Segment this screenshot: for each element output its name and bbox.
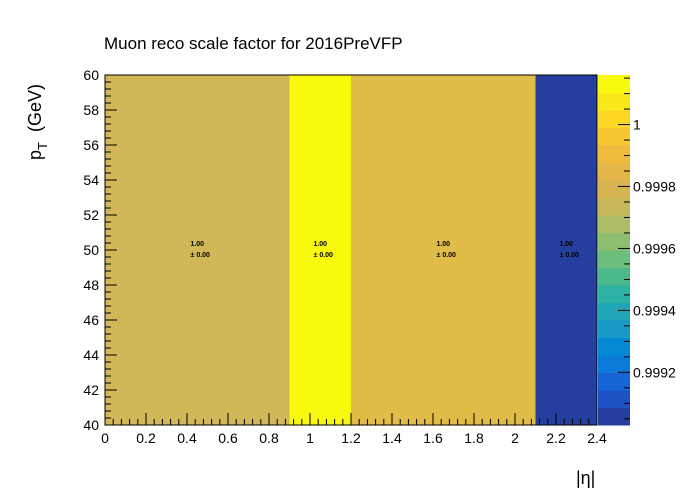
colorbar-segment [598,302,630,321]
colorbar-tick-label: 0.9994 [633,302,676,318]
x-tick-label: 2.4 [587,430,607,446]
heatmap-cell-2 [351,75,536,425]
svg-text:pT(GeV): pT (GeV) [25,84,50,160]
cell-value-label-2: 1.00 [436,241,450,248]
heatmap-cell-3 [535,75,597,425]
x-tick-label: 1.6 [423,430,443,446]
cell-value-label-0: 1.00 [190,241,204,248]
y-tick-label: 50 [83,242,99,258]
chart-title: Muon reco scale factor for 2016PreVFP [104,34,403,53]
x-tick-label: 2 [511,430,519,446]
colorbar-segment [598,92,630,111]
colorbar-segment [598,162,630,181]
colorbar-tick-label: 0.9992 [633,364,676,380]
y-tick-label: 48 [83,277,99,293]
cell-error-label-0: ± 0.00 [191,252,211,259]
colorbar-segment [598,390,630,408]
colorbar-segment [598,127,630,146]
cell-error-label-1: ± 0.00 [314,252,334,259]
y-tick-label: 58 [83,102,99,118]
colorbar: 0.9992 0.9994 0.9996 0.9998 1 [598,75,676,426]
colorbar-segment [598,110,630,128]
x-tick-label: 0.4 [177,430,197,446]
y-axis: 40 42 44 46 48 50 52 54 56 58 60 [83,67,117,433]
cell-error-label-2: ± 0.00 [437,252,457,259]
cell-error-label-3: ± 0.00 [560,252,580,259]
heatmap-cells [105,75,597,425]
y-axis-title: pT (GeV) [25,84,50,160]
colorbar-segment [598,215,630,233]
y-tick-label: 40 [83,417,99,433]
y-axis-title-main: p [25,150,45,160]
heatmap-cell-1 [289,75,351,425]
x-tick-label: 1.8 [464,430,484,446]
heatmap-cell-labels: 1.00 ± 0.00 1.00 ± 0.00 1.00 ± 0.00 1.00 ± 0.00 [190,241,579,259]
cell-value-label-3: 1.00 [559,241,573,248]
x-tick-label: 1 [306,430,314,446]
colorbar-segment [598,75,630,93]
x-tick-label: 0 [101,430,109,446]
y-tick-label: 44 [83,347,99,363]
colorbar-segment [598,197,630,216]
cell-value-label-1: 1.00 [313,241,327,248]
x-tick-label: 1.4 [382,430,402,446]
y-tick-label: 52 [83,207,99,223]
x-tick-label: 2.2 [546,430,566,446]
colorbar-tick-label: 0.9998 [633,179,676,195]
colorbar-tick-label: 1 [633,117,641,133]
colorbar-segment [598,180,630,198]
colorbar-segment [598,145,630,163]
y-axis-title-unit: (GeV) [25,84,45,132]
colorbar-segment [598,407,630,426]
y-tick-label: 42 [83,382,99,398]
y-axis-title-sub: T [35,142,50,150]
colorbar-segment [598,355,630,373]
colorbar-segment [598,267,630,286]
x-tick-label: 1.2 [341,430,361,446]
x-tick-label: 0.2 [136,430,156,446]
colorbar-segment [598,337,630,356]
colorbar-segment [598,250,630,268]
colorbar-segment [598,320,630,338]
y-tick-label: 54 [83,172,99,188]
y-tick-label: 46 [83,312,99,328]
y-tick-label: 56 [83,137,99,153]
colorbar-segment [598,232,630,251]
x-axis: 0 0.2 0.4 0.6 0.8 1 1.2 1.4 1.6 1.8 2 2.2 2.4 [101,413,607,446]
colorbar-segment [598,372,630,391]
x-tick-label: 0.6 [218,430,238,446]
y-tick-label: 60 [83,67,99,83]
x-tick-label: 0.8 [259,430,279,446]
colorbar-segment [598,285,630,303]
x-axis-title: |η| [576,468,595,488]
colorbar-tick-label: 0.9996 [633,240,676,256]
heatmap-cell-0 [105,75,290,425]
